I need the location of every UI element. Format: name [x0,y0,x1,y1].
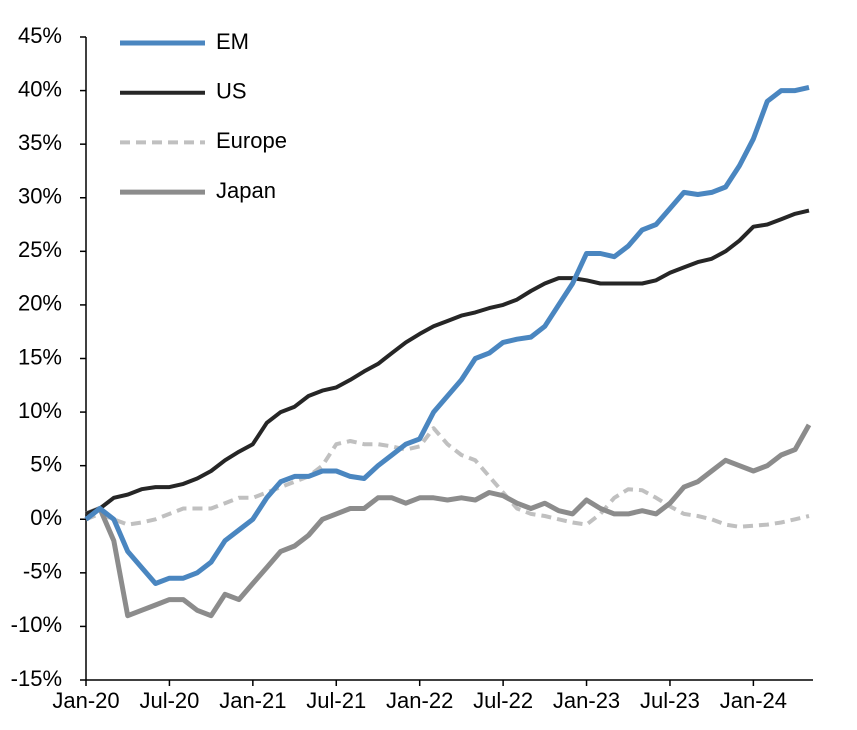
y-tick-label: 0% [30,505,62,530]
series-line [85,208,810,516]
x-tick-label: Jan-21 [219,688,286,713]
y-tick-label: -15% [11,666,62,691]
x-tick-label: Jan-24 [720,688,787,713]
x-tick-label: Jan-22 [386,688,453,713]
legend-label: EM [216,29,249,54]
y-tick-label: 25% [18,237,62,262]
x-tick-label: Jul-22 [473,688,533,713]
y-tick-label: -5% [23,559,62,584]
y-tick-label: -10% [11,612,62,637]
series-line [84,84,810,586]
legend-label: US [216,79,247,104]
y-tick-label: 40% [18,76,62,101]
x-tick-label: Jan-23 [553,688,620,713]
y-tick-label: 20% [18,291,62,316]
legend-label: Europe [216,128,287,153]
legend-label: Japan [216,178,276,203]
y-tick-label: 10% [18,398,62,423]
y-tick-label: 45% [18,23,62,48]
x-tick-label: Jul-23 [640,688,700,713]
series-line [85,423,812,619]
x-tick-label: Jul-21 [306,688,366,713]
series-line [85,426,810,529]
x-tick-label: Jan-20 [52,688,119,713]
y-tick-label: 30% [18,184,62,209]
y-tick-label: 15% [18,344,62,369]
x-tick-label: Jul-20 [139,688,199,713]
y-tick-label: 35% [18,130,62,155]
y-tick-label: 5% [30,451,62,476]
